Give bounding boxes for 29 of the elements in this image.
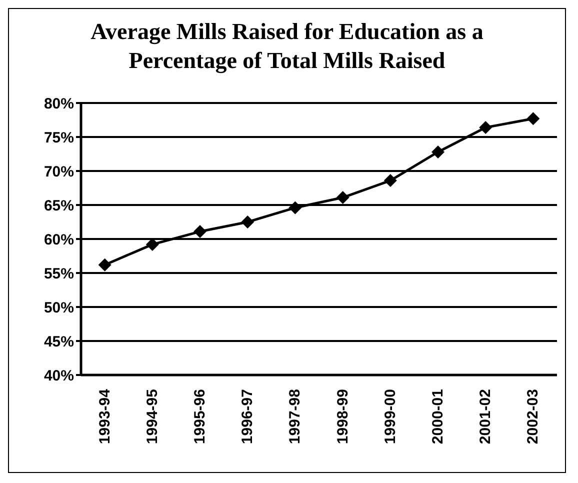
point	[526, 112, 540, 126]
point	[241, 216, 254, 228]
x-tick-label: 2002-03	[524, 389, 542, 444]
x-tick-label: 1996-97	[239, 389, 256, 444]
x-tick-label: 1998-99	[334, 389, 352, 444]
x-tick-label: 1994-95	[144, 389, 161, 444]
y-tick-label: 65%	[44, 197, 74, 214]
x-tick-label: 1999-00	[382, 389, 399, 444]
point	[98, 258, 112, 272]
x-tick-label: 1997-98	[286, 389, 304, 444]
x-tick-label: 2001-02	[477, 389, 494, 444]
y-tick-label: 60%	[44, 231, 74, 248]
y-tick-label: 75%	[44, 129, 74, 146]
y-tick-label: 80%	[44, 95, 74, 112]
point	[336, 191, 350, 204]
point	[288, 201, 302, 214]
y-tick-label: 50%	[44, 299, 74, 316]
y-tick-label: 45%	[44, 333, 74, 350]
point	[479, 120, 492, 134]
x-tick-label: 2000-01	[430, 389, 446, 444]
y-tick-label: 40%	[44, 367, 74, 384]
point	[194, 225, 206, 238]
x-tick-label: 1993-94	[96, 388, 114, 444]
chart-title: Average Mills Raised for Education as a Percentage of Total Mills Raised	[90, 18, 484, 75]
x-tick-label: 1995-96	[192, 389, 208, 444]
point	[432, 145, 444, 158]
point	[384, 174, 397, 188]
y-tick-label: 55%	[44, 265, 74, 282]
y-tick-label: 70%	[44, 163, 74, 180]
